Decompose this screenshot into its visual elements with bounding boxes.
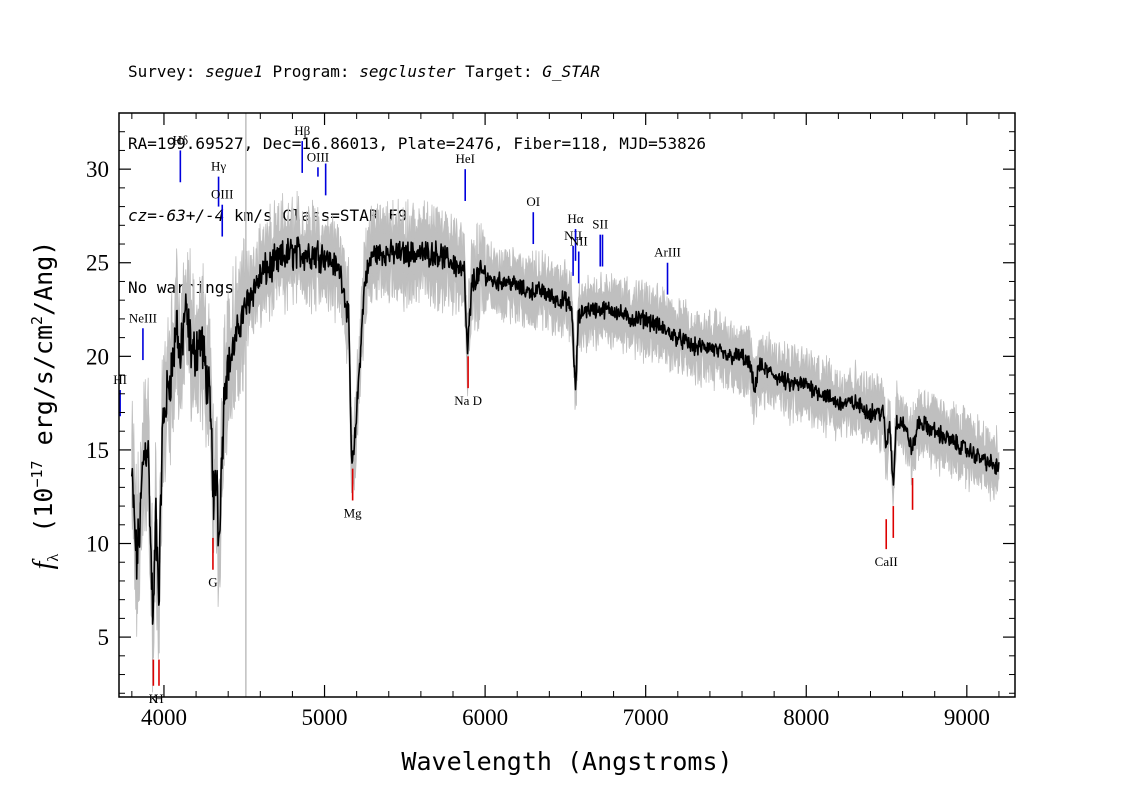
absorption-label: G [208, 575, 217, 590]
y-axis-subscript: λ [45, 554, 62, 562]
flux-error-band [131, 190, 1000, 693]
y-axis-exponent: −17 [28, 460, 46, 487]
x-tick-label: 9000 [944, 705, 990, 730]
y-tick-label: 30 [86, 157, 109, 182]
redshift-value: cz=-63+/-4 [128, 206, 225, 225]
y-tick-label: 20 [86, 344, 109, 369]
y-axis-units-b: erg/s/cm [29, 325, 58, 460]
x-tick-label: 6000 [462, 705, 508, 730]
survey-label: Survey: [128, 62, 206, 81]
x-tick-label: 4000 [141, 705, 187, 730]
emission-label: HeI [455, 151, 475, 166]
x-tick-label: 7000 [623, 705, 669, 730]
emission-label: Hβ [294, 123, 310, 138]
y-axis-units-a: (10 [29, 488, 58, 548]
program-value: segcluster [359, 62, 456, 81]
absorption-label: Mg [344, 505, 363, 520]
emission-label: SII [592, 217, 608, 232]
y-tick-label: 10 [86, 532, 109, 557]
x-tick-label: 8000 [783, 705, 829, 730]
x-tick-label: 5000 [302, 705, 348, 730]
spectral-lines-layer: HI NeIII Hδ Hγ OIII Hβ OIII HeI OI NII Hα NII SII ArI… [113, 123, 914, 706]
emission-label: HI [113, 372, 127, 387]
y-axis-symbol: f [28, 558, 59, 569]
emission-label: OIII [211, 187, 233, 202]
emission-label: NII [570, 234, 588, 249]
emission-label: OIII [307, 149, 329, 164]
emission-label: ArIII [654, 245, 681, 260]
survey-value: segue1 [205, 62, 263, 81]
target-label: Target: [455, 62, 543, 81]
flux-layer [131, 236, 1000, 625]
absorption-label: Na D [454, 393, 482, 408]
y-axis-units-c: /Ang) [29, 241, 58, 316]
target-value: G_STAR [542, 62, 601, 81]
y-tick-label: 25 [86, 251, 109, 276]
header-line-coordinates: RA=199.69527, Dec=16.86013, Plate=2476, … [128, 134, 706, 153]
header-line-survey: Survey: segue1 Program: segcluster Targe… [128, 60, 706, 84]
y-axis-title: fλ (10−17 erg/s/cm2/Ang) [28, 241, 62, 570]
emission-label: NeIII [129, 310, 157, 325]
program-label: Program: [262, 62, 360, 81]
emission-label: NII [564, 228, 582, 243]
y-tick-label: 15 [86, 438, 109, 463]
plot-frame [118, 112, 1016, 698]
absorption-label: CaII [875, 554, 898, 569]
x-axis-title: Wavelength (Angstroms) [401, 747, 732, 776]
error-band-layer [131, 190, 1000, 693]
y-axis-exponent-2: 2 [28, 316, 46, 325]
emission-label: Hγ [211, 159, 226, 174]
absorption-label: K [149, 691, 159, 706]
absorption-label: H [154, 691, 163, 706]
emission-label: OI [526, 194, 540, 209]
y-tick-label: 5 [98, 625, 110, 650]
emission-label: Hα [567, 211, 583, 226]
flux-series-line [131, 236, 1000, 625]
emission-label: Hδ [173, 132, 189, 147]
axis-ticks: 4000 5000 6000 7000 8000 9000 5 10 15 20 25 30 [86, 112, 1015, 730]
